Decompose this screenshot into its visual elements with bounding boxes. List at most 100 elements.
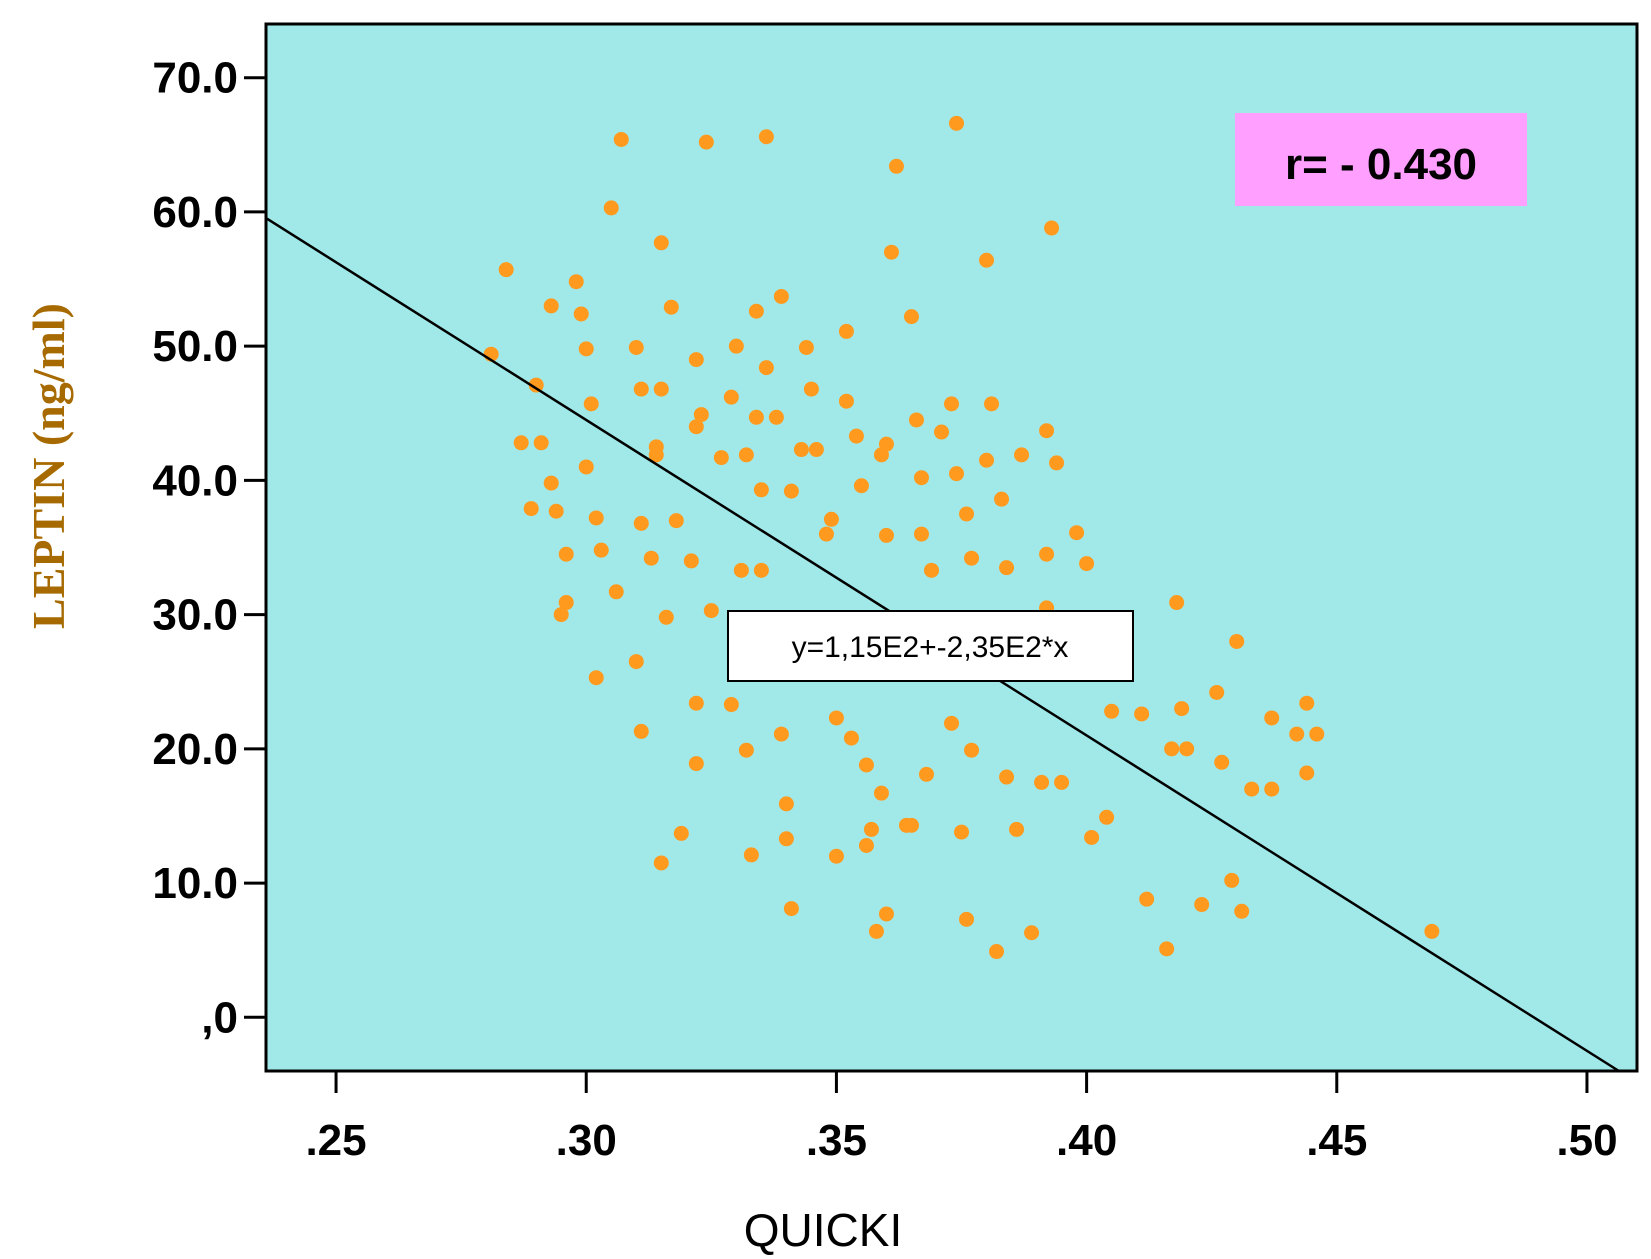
data-point xyxy=(1039,546,1055,562)
data-point xyxy=(913,470,929,486)
correlation-label: r= - 0.430 xyxy=(1285,140,1477,189)
data-point xyxy=(543,475,559,491)
data-point xyxy=(578,459,594,475)
data-point xyxy=(533,435,549,451)
data-point xyxy=(838,323,854,339)
data-point xyxy=(773,288,789,304)
data-point xyxy=(903,309,919,325)
data-point xyxy=(828,848,844,864)
x-tick-label: .35 xyxy=(806,1116,867,1165)
data-point xyxy=(1069,525,1085,541)
data-point xyxy=(863,821,879,837)
data-point xyxy=(878,527,894,543)
data-point xyxy=(633,723,649,739)
x-tick-label: .30 xyxy=(556,1116,617,1165)
data-point xyxy=(573,306,589,322)
data-point xyxy=(703,603,719,619)
data-point xyxy=(944,715,959,731)
data-point xyxy=(949,115,965,131)
data-point xyxy=(603,200,619,216)
data-point xyxy=(758,129,774,145)
data-point xyxy=(693,407,709,423)
y-axis-title: LEPTIN (ng/ml) xyxy=(23,303,74,629)
data-point xyxy=(1024,925,1040,941)
data-point xyxy=(593,542,609,558)
data-point xyxy=(1299,695,1315,711)
x-tick-label: .25 xyxy=(305,1116,366,1165)
data-point xyxy=(1229,633,1245,649)
data-point xyxy=(698,134,714,150)
data-point xyxy=(733,562,749,578)
data-point xyxy=(523,501,539,517)
data-point xyxy=(803,381,819,397)
data-point xyxy=(878,906,894,922)
correlation-box: r= - 0.430 xyxy=(1235,113,1527,206)
data-point xyxy=(964,742,980,758)
data-point xyxy=(758,360,774,376)
data-point xyxy=(543,298,559,314)
data-point xyxy=(753,482,769,498)
data-point xyxy=(959,506,975,522)
data-point xyxy=(628,339,644,355)
data-point xyxy=(818,526,834,542)
data-point xyxy=(663,299,679,315)
data-point xyxy=(853,478,869,494)
data-point xyxy=(843,730,859,746)
data-point xyxy=(888,158,904,174)
regression-equation: y=1,15E2+-2,35E2*x xyxy=(792,631,1069,664)
data-point xyxy=(653,235,669,251)
y-tick-label: ,0 xyxy=(201,993,238,1042)
data-point xyxy=(944,396,959,412)
data-point xyxy=(954,824,970,840)
data-point xyxy=(688,419,704,435)
data-point xyxy=(1139,891,1155,907)
data-point xyxy=(658,609,674,625)
data-point xyxy=(964,550,980,566)
x-tick-label: .45 xyxy=(1306,1116,1367,1165)
data-point xyxy=(994,491,1010,507)
data-point xyxy=(688,695,704,711)
data-point xyxy=(558,546,574,562)
data-point xyxy=(1134,706,1150,722)
data-point xyxy=(653,855,669,871)
y-tick-label: 70.0 xyxy=(152,54,238,103)
data-point xyxy=(588,670,604,686)
data-point xyxy=(748,303,764,319)
data-point xyxy=(1039,423,1055,439)
data-point xyxy=(548,503,564,519)
data-point xyxy=(979,252,995,268)
data-point xyxy=(933,424,949,440)
data-point xyxy=(1104,703,1120,719)
data-point xyxy=(798,339,814,355)
data-point xyxy=(673,825,689,841)
data-point xyxy=(1159,941,1175,957)
data-point xyxy=(979,452,995,468)
data-point xyxy=(633,381,649,397)
y-axis: ,0 10.0 20.0 30.0 40.0 50.0 60.0 70.0 xyxy=(152,54,266,1042)
data-point xyxy=(668,513,684,529)
data-point xyxy=(783,901,799,917)
y-tick-label: 40.0 xyxy=(152,456,238,505)
data-point xyxy=(808,442,824,458)
data-point xyxy=(858,837,874,853)
data-point xyxy=(999,560,1015,576)
data-points xyxy=(483,115,1440,960)
data-point xyxy=(1234,903,1250,919)
data-point xyxy=(528,377,544,393)
data-point xyxy=(628,654,644,670)
data-point xyxy=(984,396,1000,412)
data-point xyxy=(913,526,929,542)
data-point xyxy=(908,412,924,428)
data-point xyxy=(783,483,799,499)
data-point xyxy=(608,584,624,600)
data-point xyxy=(1079,556,1095,572)
data-point xyxy=(838,393,854,409)
data-point xyxy=(1214,754,1230,770)
data-point xyxy=(568,274,584,290)
data-point xyxy=(1044,220,1060,236)
data-point xyxy=(723,389,739,405)
y-tick-label: 60.0 xyxy=(152,188,238,237)
data-point xyxy=(1209,684,1225,700)
data-point xyxy=(613,131,629,147)
data-point xyxy=(878,436,894,452)
